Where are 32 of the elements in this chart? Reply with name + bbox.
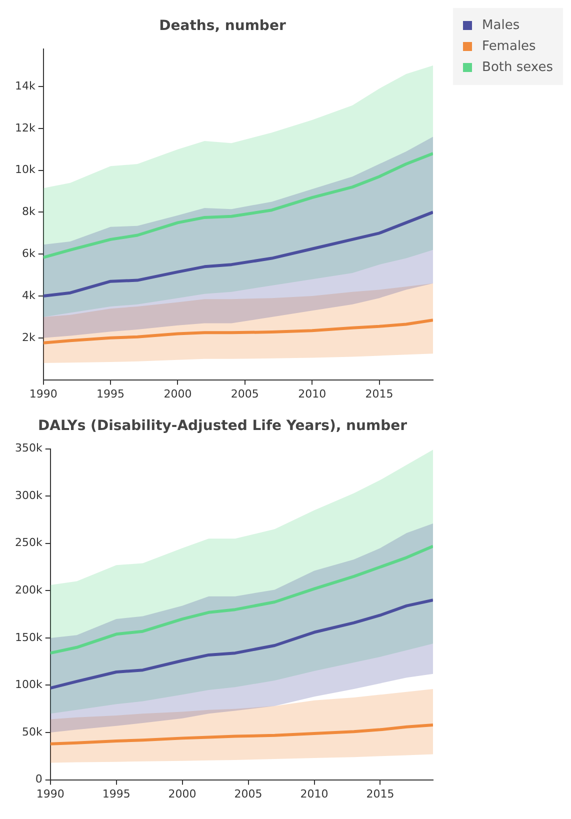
y-tick-label: 2k (22, 330, 36, 344)
x-tick-label: 2000 (168, 787, 196, 800)
legend-label: Females (482, 39, 536, 54)
y-tick-label: 6k (22, 246, 36, 260)
chart-title: DALYs (Disability-Adjusted Life Years), number (38, 418, 408, 434)
x-tick-label: 1990 (36, 787, 64, 800)
x-tick-label: 2010 (300, 787, 328, 800)
y-tick-label: 100k (14, 678, 43, 692)
x-tick-label: 2005 (230, 387, 259, 400)
legend-label: Males (482, 18, 520, 33)
x-tick-label: 2005 (234, 787, 262, 800)
x-tick-label: 1995 (102, 787, 130, 800)
y-tick-label: 150k (14, 630, 43, 644)
x-tick-label: 1990 (29, 387, 58, 400)
x-tick-label: 1995 (96, 387, 125, 400)
y-tick-label: 50k (22, 725, 43, 738)
y-tick-label: 300k (14, 488, 43, 502)
x-tick-label: 2000 (164, 387, 192, 400)
chart-title: Deaths, number (159, 18, 286, 34)
x-tick-label: 2015 (366, 787, 394, 800)
y-tick-label: 200k (14, 584, 43, 597)
y-tick-label: 350k (14, 442, 43, 455)
y-tick-label: 250k (14, 536, 43, 550)
y-tick-label: 14k (14, 79, 36, 92)
y-tick-label: 4k (22, 288, 36, 302)
legend-label: Both sexes (482, 60, 553, 75)
x-tick-label: 2015 (365, 387, 394, 400)
y-tick-label: 0 (35, 772, 42, 786)
x-tick-label: 2010 (298, 387, 326, 400)
y-tick-label: 12k (14, 121, 36, 134)
y-tick-label: 10k (14, 163, 36, 176)
y-tick-label: 8k (22, 205, 36, 218)
